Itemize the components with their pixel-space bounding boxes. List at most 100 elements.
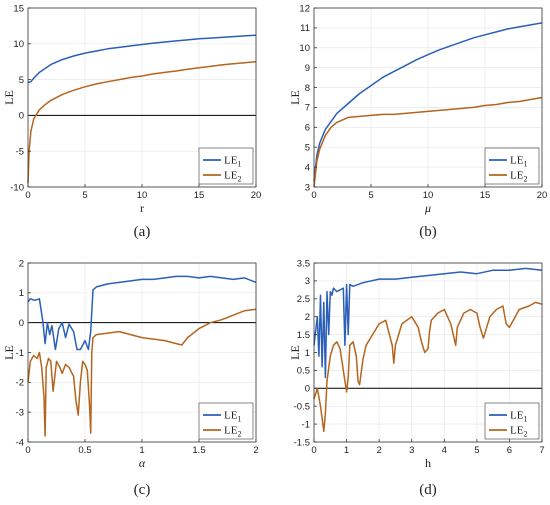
chart-panel-4: 0 1 2 3 4 5 6 7 -1.5 -1 -0.5 0 0.5 1 1.5 2 2.5 3 3.5 h LE LE1…	[288, 258, 545, 498]
panel-caption: (a)	[134, 224, 151, 240]
x-tick-label-0: 0	[25, 190, 30, 201]
y-tick-label-2: 5	[305, 143, 310, 154]
x-tick-label-7: 7	[539, 445, 544, 456]
series-line-le1	[27, 34, 257, 84]
x-tick-label-1: 5	[368, 190, 373, 201]
legend-label-le1: LE1	[224, 410, 241, 424]
y-tick-label-6: 1.5	[297, 330, 310, 341]
panel-caption: (b)	[419, 224, 437, 240]
legend-subscript: 2	[237, 175, 241, 184]
series-line-le1	[313, 267, 543, 379]
x-tick-label-3: 15	[480, 190, 491, 201]
x-axis-label: h	[425, 456, 431, 470]
y-tick-label-3: -1	[16, 348, 24, 359]
series-line-le1	[313, 22, 543, 182]
x-tick-label-1: 0.5	[78, 445, 91, 456]
series-line-le2	[313, 301, 543, 433]
x-tick-label-2: 10	[137, 190, 148, 201]
y-tick-label-2: -2	[16, 378, 24, 389]
series-line-le2	[27, 308, 257, 437]
x-tick-label-0: 0	[311, 190, 316, 201]
y-tick-label-4: 10	[13, 39, 24, 50]
x-tick-label-4: 20	[251, 190, 262, 201]
x-tick-label-4: 2	[253, 445, 258, 456]
y-tick-label-1: 4	[305, 162, 310, 173]
y-tick-label-3: 0	[305, 384, 310, 395]
y-tick-label-6: 2	[19, 258, 24, 269]
x-tick-label-1: 1	[344, 445, 349, 456]
y-tick-label-10: 3.5	[297, 258, 310, 269]
y-tick-label-5: 1	[19, 288, 24, 299]
x-tick-label-3: 15	[194, 190, 205, 201]
legend-subscript: 2	[523, 175, 527, 184]
y-tick-label-9: 3	[305, 276, 310, 287]
y-tick-label-5: 1	[305, 348, 310, 359]
y-tick-label-1: -1	[302, 419, 310, 430]
x-tick-label-5: 5	[474, 445, 479, 456]
y-tick-label-0: -4	[16, 437, 24, 448]
y-tick-label-3: 5	[19, 75, 24, 86]
panel-caption: (c)	[134, 482, 151, 498]
y-tick-label-0: -1.5	[294, 437, 310, 448]
legend-label-le1: LE1	[224, 155, 241, 169]
legend-label-le1: LE1	[510, 155, 527, 169]
legend-label-le2: LE2	[510, 170, 527, 184]
x-tick-label-0: 0	[311, 445, 316, 456]
x-tick-label-6: 6	[507, 445, 512, 456]
y-tick-label-4: 0	[19, 318, 24, 329]
y-tick-label-4: 0.5	[297, 366, 310, 377]
y-axis-label: LE	[2, 90, 16, 105]
x-tick-label-4: 4	[442, 445, 447, 456]
y-tick-label-5: 8	[305, 83, 310, 94]
x-axis-label: α	[139, 456, 146, 470]
y-tick-label-5: 15	[13, 3, 24, 14]
panel-caption: (d)	[419, 482, 437, 498]
x-tick-label-2: 10	[423, 190, 434, 201]
x-tick-label-2: 2	[376, 445, 381, 456]
y-tick-label-7: 10	[299, 43, 310, 54]
y-tick-label-1: -3	[16, 407, 24, 418]
legend-subscript: 1	[237, 160, 241, 169]
x-tick-label-4: 20	[537, 190, 548, 201]
legend-subscript: 1	[523, 160, 527, 169]
legend-label-le2: LE2	[510, 425, 527, 439]
x-tick-label-0: 0	[25, 445, 30, 456]
legend-label-le2: LE2	[224, 170, 241, 184]
series-line-le2	[27, 60, 257, 184]
y-axis-label: LE	[288, 90, 302, 105]
legend-subscript: 2	[237, 430, 241, 439]
legend-box	[484, 147, 540, 185]
x-axis-label: μ	[424, 201, 431, 215]
legend-label-le1: LE1	[510, 410, 527, 424]
y-tick-label-3: 6	[305, 123, 310, 134]
legend-box	[484, 402, 540, 440]
x-tick-label-1: 5	[82, 190, 87, 201]
y-tick-label-8: 11	[300, 23, 310, 34]
legend-label-le2: LE2	[224, 425, 241, 439]
y-tick-label-2: -0.5	[294, 402, 310, 413]
y-tick-label-8: 2.5	[297, 294, 310, 305]
y-tick-label-9: 12	[299, 3, 310, 14]
y-tick-label-6: 9	[305, 63, 310, 74]
y-tick-label-4: 7	[305, 103, 310, 114]
legend-subscript: 2	[523, 430, 527, 439]
y-axis-label: LE	[288, 345, 302, 360]
series-line-le2	[313, 96, 543, 188]
legend-subscript: 1	[523, 415, 527, 424]
x-tick-label-3: 1.5	[192, 445, 205, 456]
legend-box	[198, 147, 254, 185]
x-tick-label-3: 3	[409, 445, 414, 456]
y-tick-label-0: -10	[10, 182, 24, 193]
y-tick-label-2: 0	[19, 111, 24, 122]
x-tick-label-2: 1	[139, 445, 144, 456]
legend-subscript: 1	[237, 415, 241, 424]
y-tick-label-7: 2	[305, 312, 310, 323]
